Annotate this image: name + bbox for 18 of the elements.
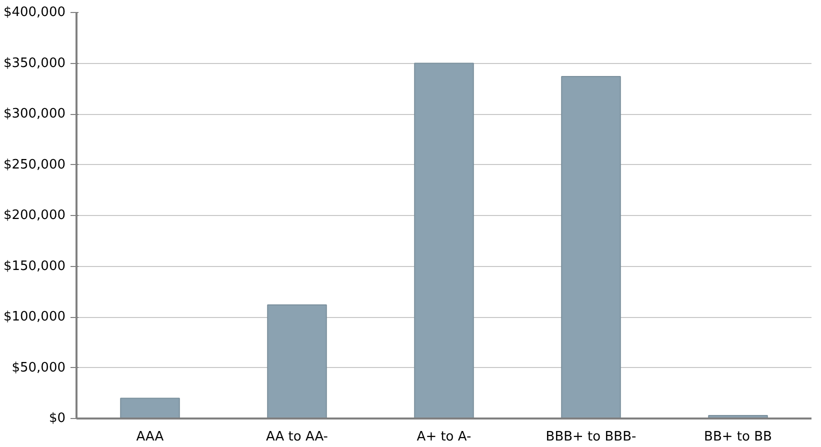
bar [414, 62, 474, 418]
x-tick-label: BB+ to BB [704, 430, 772, 444]
bar [267, 304, 327, 418]
x-tick-label: AAA [136, 430, 164, 444]
y-tick-label: $200,000 [3, 208, 66, 223]
y-tick-label: $300,000 [3, 106, 66, 122]
y-tick-label: $350,000 [3, 56, 66, 71]
x-tick-label: BBB+ to BBB- [546, 430, 637, 444]
bar [120, 398, 180, 418]
y-tick-label: $100,000 [3, 310, 66, 324]
bar [561, 76, 621, 418]
y-tick-label: $400,000 [3, 5, 66, 20]
x-tick-label: AA to AA- [266, 430, 328, 444]
y-tick-label: $50,000 [12, 360, 66, 376]
y-tick-label: $0 [48, 411, 66, 426]
x-tick-label: A+ to A- [416, 430, 472, 444]
y-tick-label: $150,000 [3, 258, 66, 274]
y-tick-label: $250,000 [3, 157, 66, 172]
